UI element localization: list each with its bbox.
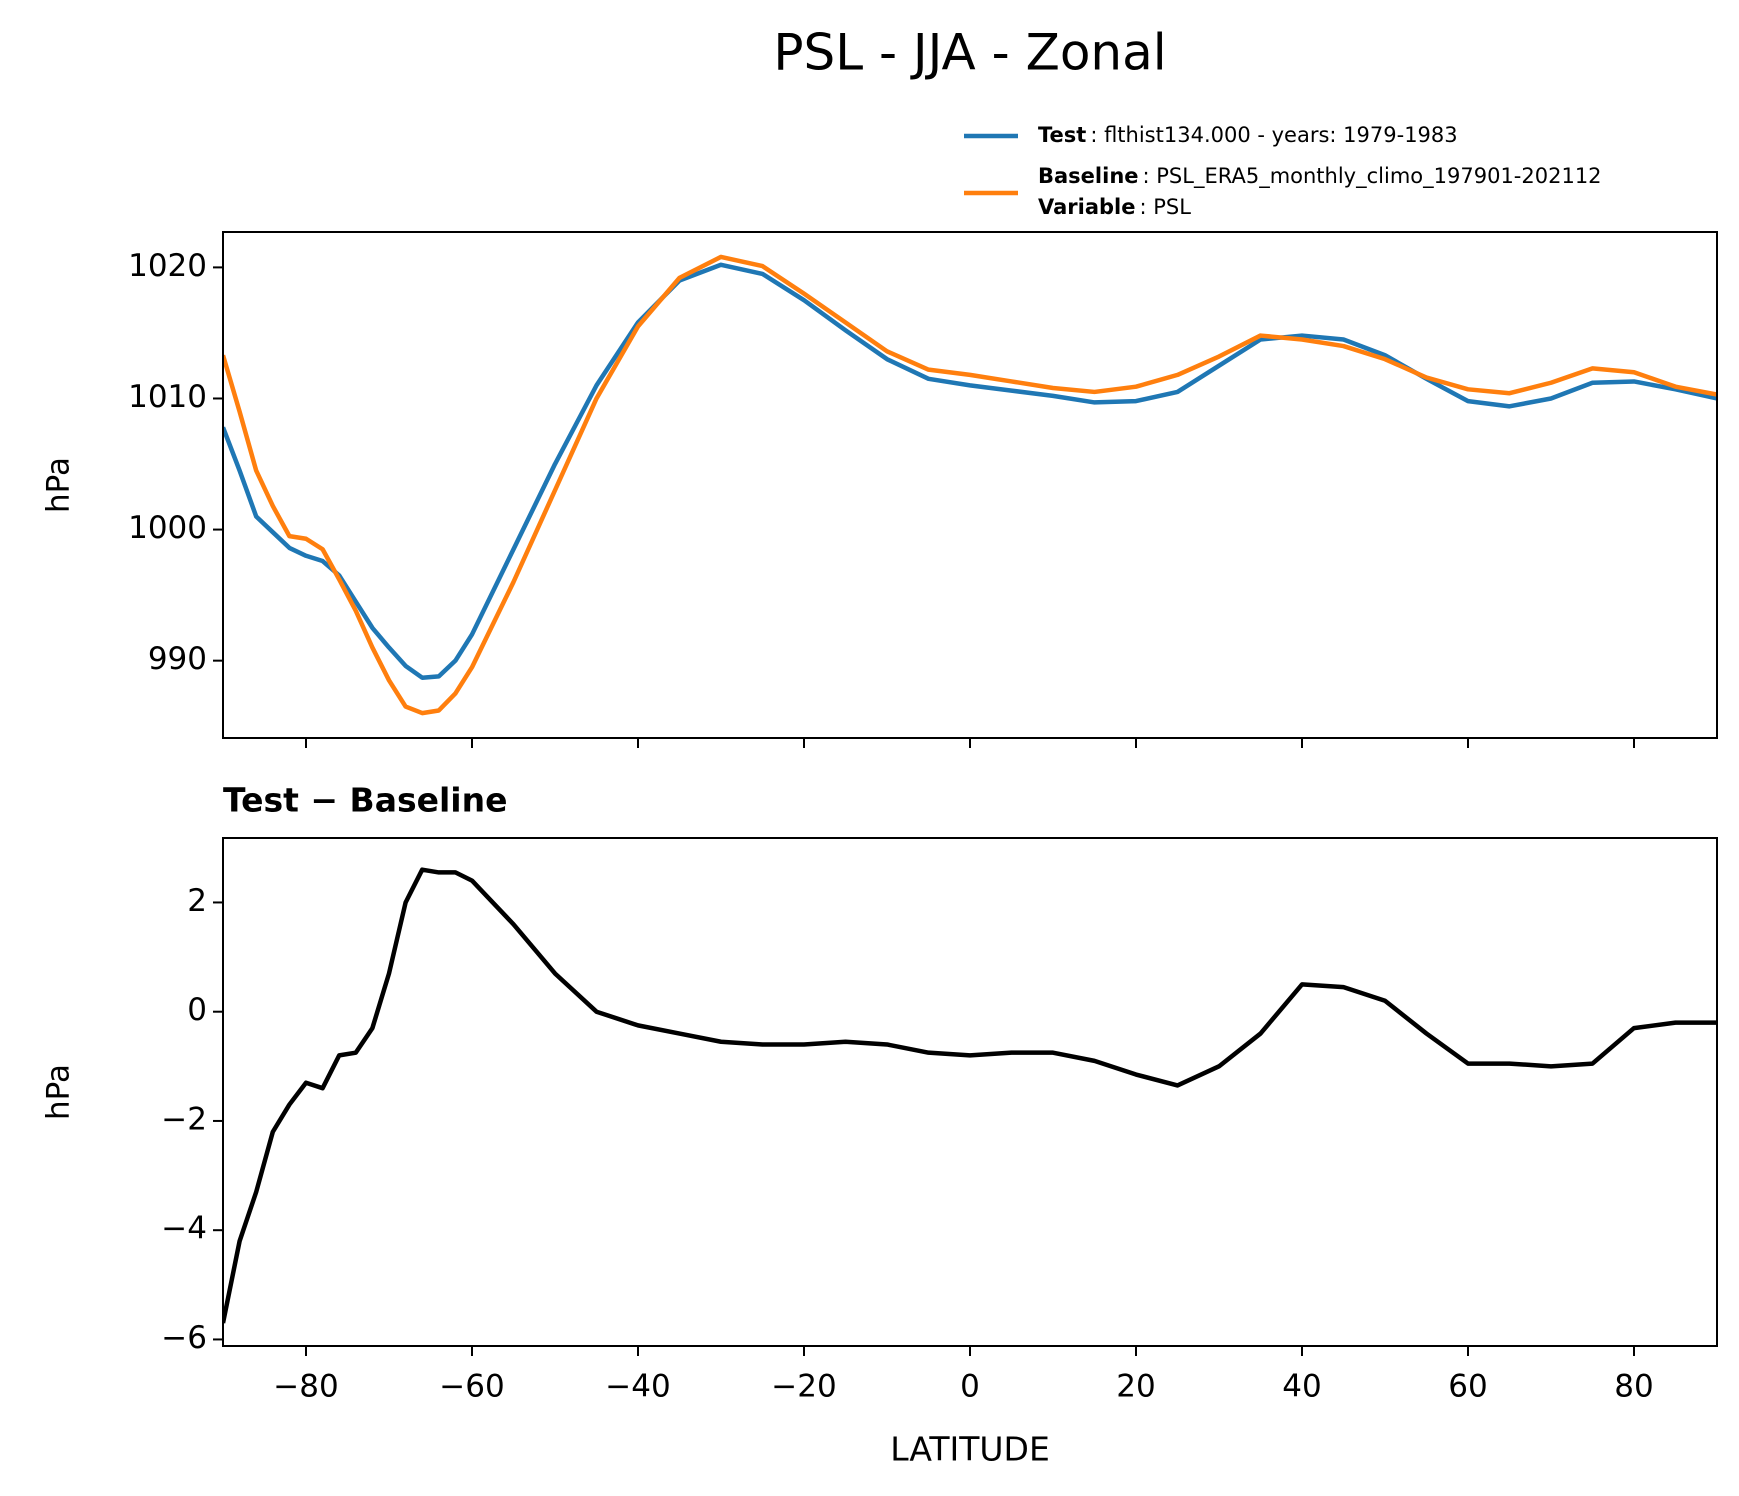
legend-detail: : PSL_ERA5_monthly_climo_197901-202112	[1143, 164, 1602, 189]
y-tick-label: 2	[187, 883, 207, 919]
x-tick-label: 20	[1116, 1369, 1155, 1405]
x-tick-label: 80	[1614, 1369, 1653, 1405]
y-tick-label: 1010	[128, 379, 207, 415]
legend-name: Variable	[1038, 195, 1135, 219]
x-tick-label: −60	[439, 1369, 504, 1405]
x-tick-label: −20	[771, 1369, 836, 1405]
figure-title: PSL - JJA - Zonal	[773, 24, 1166, 82]
data-line	[223, 867, 1717, 1324]
x-tick-label: −80	[273, 1369, 338, 1405]
y-tick-label: −6	[161, 1320, 207, 1356]
x-tick-label: 0	[960, 1369, 980, 1405]
y-tick-label: −2	[161, 1101, 207, 1137]
legend-detail: : flthist134.000 - years: 1979-1983	[1090, 123, 1457, 147]
y-tick-label: 0	[187, 992, 207, 1028]
x-tick-label: 60	[1448, 1369, 1487, 1405]
y-axis-label: hPa	[41, 457, 77, 513]
y-tick-label: 1000	[128, 510, 207, 546]
x-axis-label: LATITUDE	[890, 1430, 1050, 1469]
y-tick-label: 990	[148, 641, 207, 677]
y-axis-label: hPa	[41, 1064, 77, 1120]
x-tick-label: −40	[605, 1369, 670, 1405]
axes-title: Test − Baseline	[223, 781, 508, 820]
data-line	[223, 254, 1717, 716]
y-tick-label: 1020	[128, 248, 207, 284]
legend-entry: Test: flthist134.000 - years: 1979-1983	[1038, 123, 1458, 147]
legend-entry: Variable: PSL	[1038, 195, 1191, 219]
x-tick-label: 40	[1282, 1369, 1321, 1405]
y-tick-label: −4	[161, 1211, 207, 1247]
legend-name: Baseline	[1038, 164, 1139, 188]
legend-detail: : PSL	[1139, 195, 1191, 219]
legend-entry: Baseline: PSL_ERA5_monthly_climo_197901-…	[1038, 164, 1602, 189]
legend-name: Test	[1038, 123, 1086, 147]
